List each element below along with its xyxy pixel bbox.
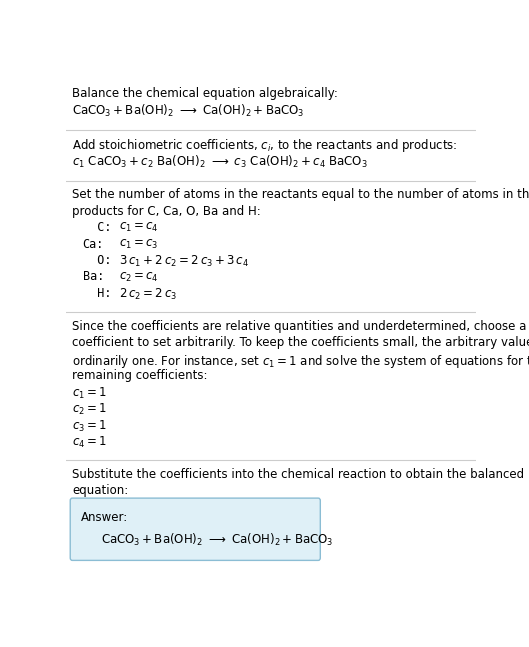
Text: products for C, Ca, O, Ba and H:: products for C, Ca, O, Ba and H:: [72, 204, 261, 217]
Text: Ca:: Ca:: [83, 237, 104, 250]
Text: Substitute the coefficients into the chemical reaction to obtain the balanced: Substitute the coefficients into the che…: [72, 468, 524, 481]
Text: Answer:: Answer:: [80, 510, 127, 523]
Text: $c_3 = 1$: $c_3 = 1$: [72, 419, 107, 433]
Text: ordinarily one. For instance, set $c_1 = 1$ and solve the system of equations fo: ordinarily one. For instance, set $c_1 =…: [72, 353, 529, 369]
Text: Set the number of atoms in the reactants equal to the number of atoms in the: Set the number of atoms in the reactants…: [72, 188, 529, 201]
Text: equation:: equation:: [72, 484, 129, 497]
Text: remaining coefficients:: remaining coefficients:: [72, 369, 208, 382]
Text: H:: H:: [83, 287, 111, 300]
Text: coefficient to set arbitrarily. To keep the coefficients small, the arbitrary va: coefficient to set arbitrarily. To keep …: [72, 336, 529, 349]
Text: $\mathrm{CaCO_3 + Ba(OH)_2\ \longrightarrow\ Ca(OH)_2 + BaCO_3}$: $\mathrm{CaCO_3 + Ba(OH)_2\ \longrightar…: [101, 531, 333, 547]
Text: O:: O:: [83, 254, 111, 267]
FancyBboxPatch shape: [70, 498, 321, 560]
Text: $2\,c_2 = 2\,c_3$: $2\,c_2 = 2\,c_3$: [120, 287, 178, 302]
Text: Ba:: Ba:: [83, 270, 104, 283]
Text: $c_4 = 1$: $c_4 = 1$: [72, 435, 107, 450]
Text: $c_2 = c_4$: $c_2 = c_4$: [120, 270, 159, 283]
Text: $c_1 = 1$: $c_1 = 1$: [72, 386, 107, 400]
Text: $c_1 = c_4$: $c_1 = c_4$: [120, 221, 159, 234]
Text: $c_2 = 1$: $c_2 = 1$: [72, 402, 107, 417]
Text: C:: C:: [83, 221, 111, 234]
Text: $\mathrm{CaCO_3 + Ba(OH)_2\ \longrightarrow\ Ca(OH)_2 + BaCO_3}$: $\mathrm{CaCO_3 + Ba(OH)_2\ \longrightar…: [72, 103, 305, 119]
Text: $c_1 = c_3$: $c_1 = c_3$: [120, 237, 159, 250]
Text: Balance the chemical equation algebraically:: Balance the chemical equation algebraica…: [72, 87, 338, 100]
Text: Since the coefficients are relative quantities and underdetermined, choose a: Since the coefficients are relative quan…: [72, 320, 527, 333]
Text: $c_1\ \mathrm{CaCO_3} + c_2\ \mathrm{Ba(OH)_2}\ \longrightarrow\ c_3\ \mathrm{Ca: $c_1\ \mathrm{CaCO_3} + c_2\ \mathrm{Ba(…: [72, 154, 368, 170]
Text: $3\,c_1 + 2\,c_2 = 2\,c_3 + 3\,c_4$: $3\,c_1 + 2\,c_2 = 2\,c_3 + 3\,c_4$: [120, 254, 250, 269]
Text: Add stoichiometric coefficients, $c_i$, to the reactants and products:: Add stoichiometric coefficients, $c_i$, …: [72, 137, 458, 155]
